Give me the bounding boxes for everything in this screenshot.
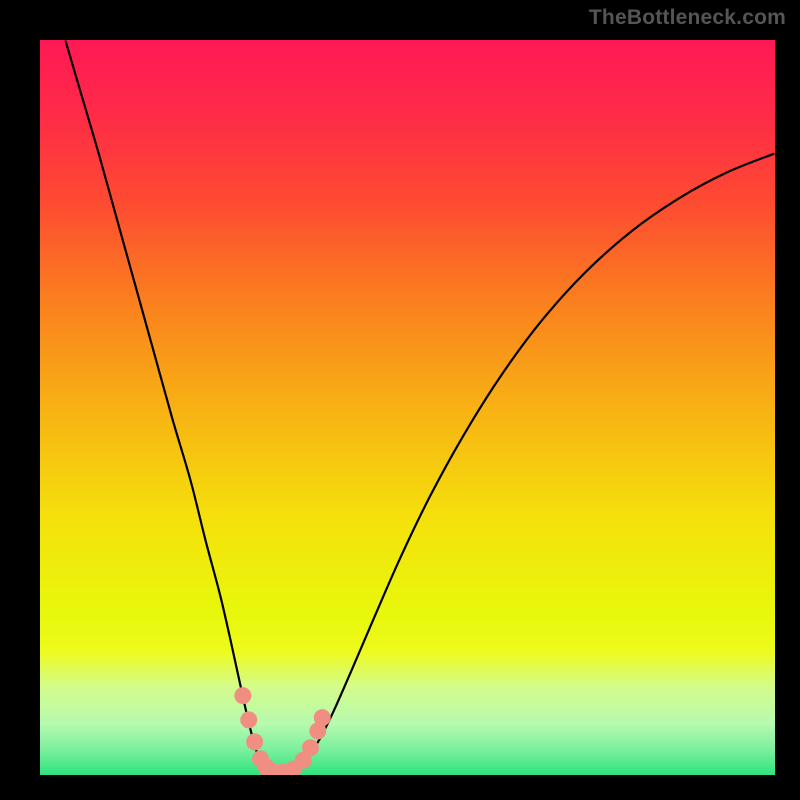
curve-right-branch [274, 154, 774, 774]
data-marker [246, 733, 263, 750]
curve-left-branch [66, 41, 274, 773]
chart-container: TheBottleneck.com [0, 0, 800, 800]
curves-layer [40, 40, 775, 775]
data-marker [234, 687, 251, 704]
data-marker [314, 709, 331, 726]
data-marker [302, 739, 319, 756]
data-marker [240, 711, 257, 728]
marker-cluster-right [274, 709, 331, 775]
marker-cluster-left [234, 687, 282, 775]
watermark-text: TheBottleneck.com [589, 6, 786, 30]
plot-area [40, 40, 775, 775]
